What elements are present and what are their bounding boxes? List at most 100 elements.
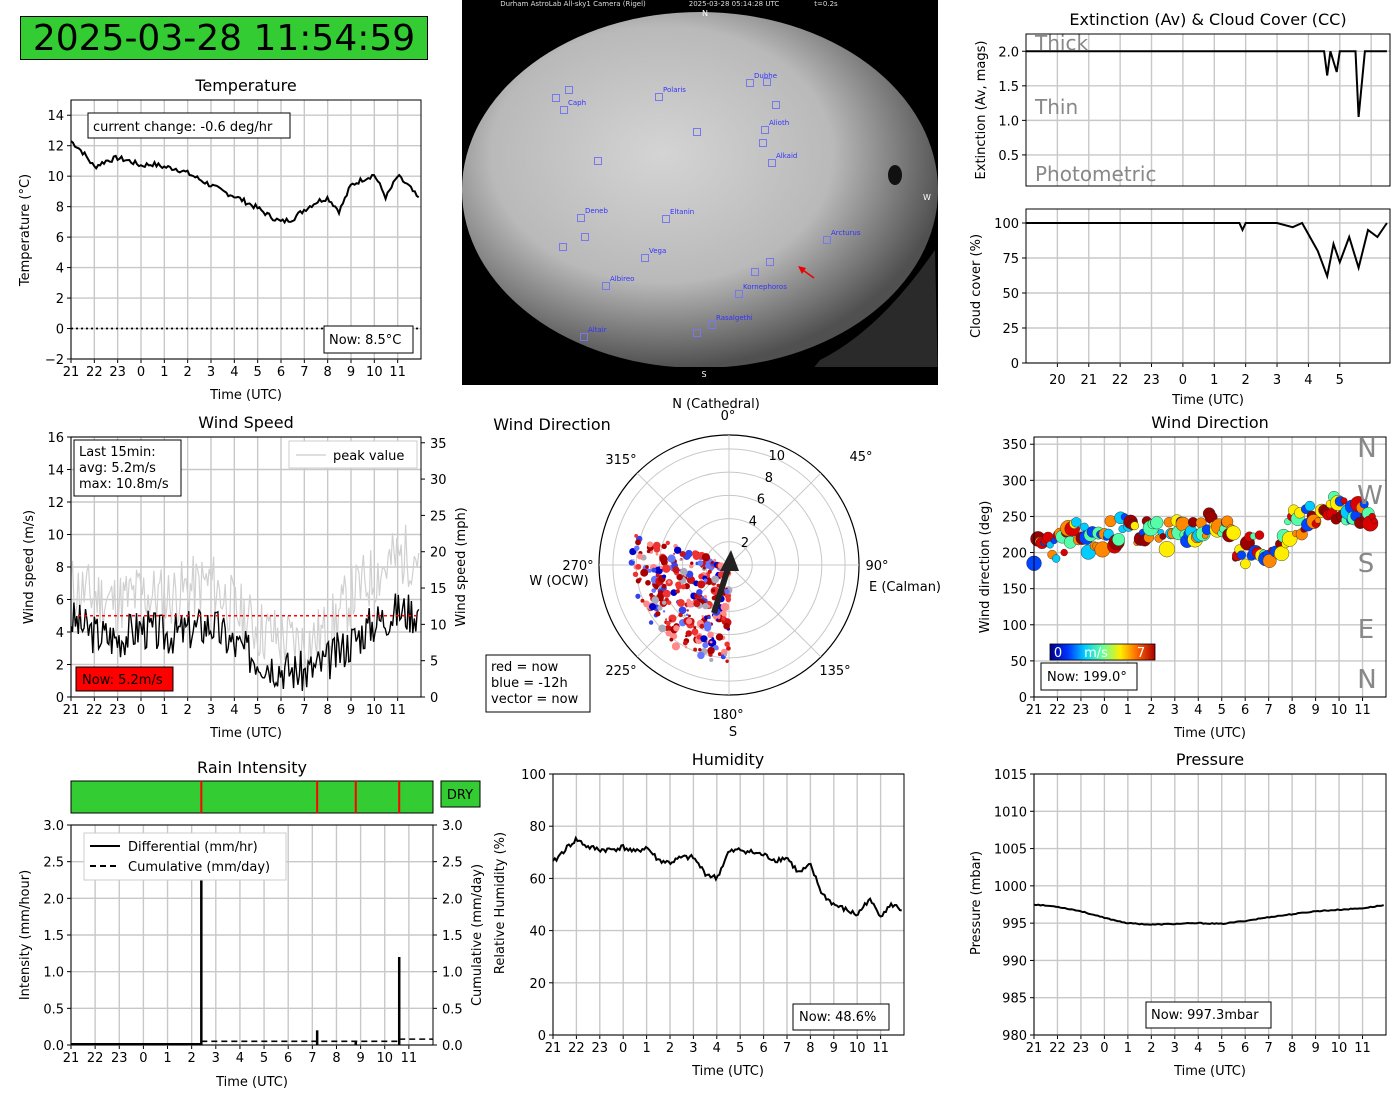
now-box	[323, 325, 414, 354]
x-tick-label: 4	[230, 365, 238, 380]
ring-label: 6	[757, 493, 765, 508]
y-axis-label: Cloud cover (%)	[969, 234, 984, 338]
direction-point	[1254, 530, 1265, 540]
x-tick-label: 0	[1100, 1041, 1108, 1056]
wind-point	[636, 553, 643, 560]
wind-point	[703, 578, 708, 583]
x-tick-label: 5	[254, 703, 262, 718]
camera-blob	[888, 165, 902, 185]
now-box	[792, 1003, 890, 1031]
y-tick-label: 985	[1002, 992, 1027, 1007]
zone-thin: Thin	[1034, 95, 1078, 119]
star-marker	[641, 254, 649, 262]
wind-point	[675, 589, 680, 594]
y-tick-label: 6	[56, 231, 64, 246]
x-tick-label: 7	[1265, 703, 1273, 718]
plot-frame	[70, 824, 434, 1046]
x-tick-label: 8	[324, 365, 332, 380]
y-tick-label: 980	[1002, 1029, 1027, 1044]
angle-label: 315°	[605, 453, 636, 468]
y-tick-label: 20	[529, 977, 546, 992]
wind-point	[658, 624, 667, 633]
y-tick-label: 12	[47, 496, 64, 511]
y-tick-label: 8	[56, 561, 64, 576]
y2-tick-label: 1.5	[442, 929, 463, 944]
wind-point	[661, 600, 667, 605]
wind-point	[655, 611, 661, 617]
wind-point	[635, 539, 641, 546]
ring-label: 4	[749, 514, 757, 529]
wind-point	[684, 646, 688, 649]
wind-point	[635, 593, 641, 599]
wind-point	[686, 609, 689, 612]
x-tick-label: 11	[389, 703, 406, 718]
polar-legend-line: red = now	[491, 660, 559, 675]
star-marker	[662, 215, 670, 223]
x-tick-label: 0	[1179, 373, 1187, 388]
allsky-camera-image: Durham AstroLab All-sky1 Camera (Rigel) 2…	[462, 0, 938, 385]
wind-point	[659, 554, 668, 564]
x-tick-label: 10	[376, 1051, 393, 1066]
wind-point	[640, 568, 649, 577]
star-marker	[735, 290, 743, 298]
wind-point	[634, 545, 640, 551]
wind-point	[651, 588, 657, 593]
x-tick-label: 9	[347, 703, 355, 718]
direction-point	[1060, 548, 1068, 557]
wind-point	[711, 637, 715, 640]
y2-tick-label: 10	[430, 618, 447, 633]
x-tick-label: 3	[207, 703, 215, 718]
wind-vector-head	[720, 550, 739, 571]
wind-point	[703, 621, 712, 630]
stats-line: max: 10.8m/s	[79, 477, 169, 492]
x-tick-label: 5	[736, 1041, 744, 1056]
x-tick-label: 22	[86, 365, 103, 380]
star-marker	[565, 86, 573, 94]
star-marker	[759, 139, 767, 147]
direction-point	[1159, 533, 1167, 540]
cloud-cover-line	[1026, 221, 1388, 280]
wind-point	[715, 633, 724, 641]
legend-box	[83, 832, 287, 881]
compass-letter: W	[1357, 481, 1383, 511]
x-tick-label: 22	[1049, 703, 1066, 718]
star-marker	[655, 93, 663, 101]
wind-point	[685, 613, 689, 617]
wind-point	[709, 640, 713, 644]
wind-point	[679, 550, 686, 558]
wind-point	[648, 603, 657, 611]
star-marker	[577, 214, 585, 222]
y2-tick-label: 15	[430, 582, 447, 597]
compass-w: W	[923, 193, 931, 202]
x-tick-label: 22	[568, 1041, 585, 1056]
wind-point	[651, 567, 657, 573]
x-tick-label: 2	[184, 365, 192, 380]
x-tick-label: 4	[713, 1041, 721, 1056]
direction-point	[1262, 553, 1277, 568]
y-tick-label: 2	[56, 292, 64, 307]
y-tick-label: 10	[47, 170, 64, 185]
wind-point	[707, 631, 714, 639]
legend-label: Cumulative (mm/day)	[128, 860, 270, 875]
now-box	[75, 666, 174, 692]
polar-spoke	[728, 564, 822, 658]
angle-label: 0°	[721, 409, 736, 424]
zone-thick: Thick	[1034, 31, 1088, 55]
wind-point	[702, 566, 706, 570]
ring-label: 2	[741, 536, 749, 551]
x-tick-label: 1	[160, 365, 168, 380]
y-tick-label: 100	[1002, 619, 1027, 634]
y-tick-label: 300	[1002, 474, 1027, 489]
x-tick-label: 3	[212, 1051, 220, 1066]
now-text: Now: 5.2m/s	[82, 673, 163, 688]
wind-point	[704, 598, 708, 602]
sky-dome	[462, 12, 938, 368]
wind-point	[725, 659, 729, 663]
horizon-shadow	[800, 250, 938, 385]
x-tick-label: 7	[300, 365, 308, 380]
x-tick-label: 6	[759, 1041, 767, 1056]
y2-tick-label: 35	[430, 437, 447, 452]
